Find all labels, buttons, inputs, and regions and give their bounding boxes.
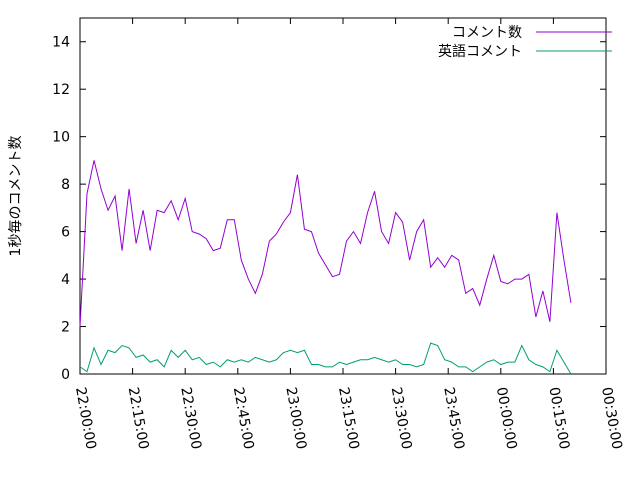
x-tick-label: 00:30:00 <box>598 386 625 451</box>
x-tick-label: 22:00:00 <box>72 386 99 451</box>
x-tick-label: 22:45:00 <box>230 386 257 451</box>
plot-frame <box>79 17 607 375</box>
x-tick-label: 22:15:00 <box>125 386 152 451</box>
y-tick-label: 6 <box>61 225 70 241</box>
y-tick-label: 4 <box>61 272 70 288</box>
y-tick-label: 8 <box>61 177 70 193</box>
x-tick-label: 22:30:00 <box>177 386 204 451</box>
y-axis-label: 1秒毎のコメント数 <box>8 136 24 257</box>
x-tick-label: 00:15:00 <box>545 386 572 451</box>
x-tick-label: 23:15:00 <box>335 386 362 451</box>
y-tick-label: 12 <box>52 82 70 98</box>
legend-label: 英語コメント <box>438 43 522 60</box>
y-tick-label: 14 <box>52 35 70 51</box>
y-tick-label: 2 <box>61 320 70 336</box>
y-tick-label: 0 <box>61 367 70 383</box>
y-tick-label: 10 <box>52 130 70 146</box>
x-tick-label: 00:00:00 <box>493 386 520 451</box>
x-tick-label: 23:00:00 <box>282 386 309 451</box>
series-line <box>79 160 572 327</box>
x-tick-label: 23:30:00 <box>388 386 415 451</box>
x-tick-label: 23:45:00 <box>440 386 467 451</box>
legend-label: コメント数 <box>452 25 522 41</box>
series-line <box>79 342 572 375</box>
